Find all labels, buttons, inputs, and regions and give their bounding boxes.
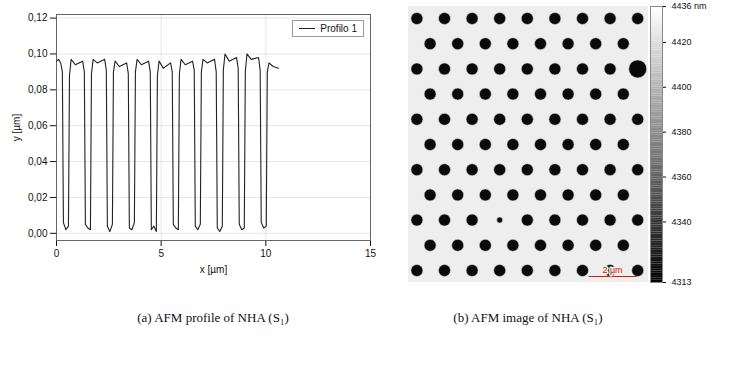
svg-text:0,12: 0,12: [28, 12, 48, 23]
svg-text:0,06: 0,06: [28, 120, 48, 131]
html-text:Profilo 1: Profilo 1: [320, 23, 357, 34]
svg-text:4313: 4313: [672, 277, 692, 287]
svg-text:5: 5: [158, 248, 164, 259]
svg-text:4400: 4400: [672, 82, 692, 92]
svg-text:4420: 4420: [672, 37, 692, 47]
svg-text:x [µm]: x [µm]: [200, 264, 228, 275]
svg-text:15: 15: [365, 248, 377, 259]
svg-text:10: 10: [260, 248, 272, 259]
svg-text:0,04: 0,04: [28, 156, 48, 167]
svg-text:0: 0: [54, 248, 60, 259]
svg-text:4380: 4380: [672, 127, 692, 137]
svg-text:y [µm]: y [µm]: [11, 114, 22, 142]
svg-text:4340: 4340: [672, 217, 692, 227]
svg-text:4436 nm: 4436 nm: [672, 1, 707, 11]
html-text:(b) AFM image of NHA (S₁): (b) AFM image of NHA (S₁): [453, 310, 603, 325]
svg-text:0,00: 0,00: [28, 228, 48, 239]
svg-text:0,02: 0,02: [28, 192, 48, 203]
svg-text:2 µm: 2 µm: [602, 265, 622, 275]
svg-text:0,08: 0,08: [28, 84, 48, 95]
svg-text:0,10: 0,10: [28, 48, 48, 59]
svg-text:4360: 4360: [672, 172, 692, 182]
html-text:(a) AFM profile of NHA (S₁): (a) AFM profile of NHA (S₁): [137, 310, 289, 325]
